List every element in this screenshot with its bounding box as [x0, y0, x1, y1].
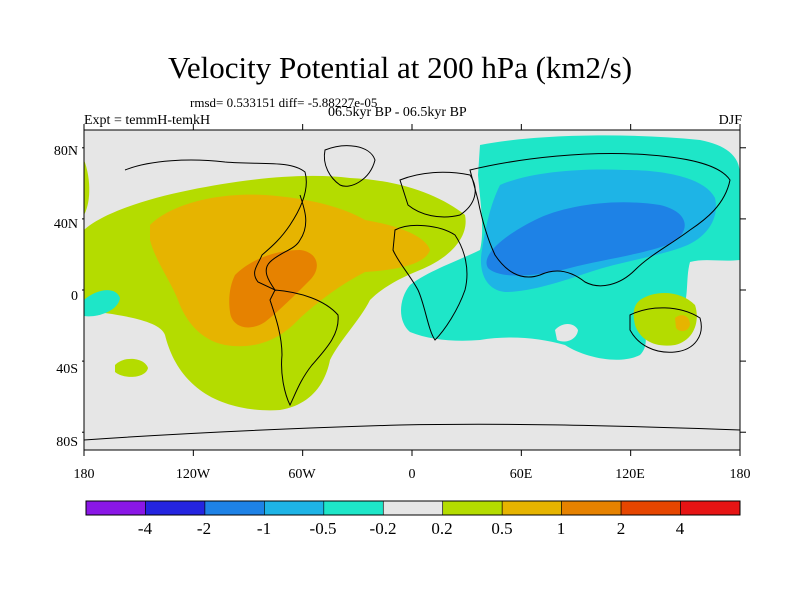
- lat-tick-label: 80N: [54, 144, 78, 159]
- axis-ticks: [82, 124, 746, 456]
- contour-positive-australia: [633, 293, 697, 346]
- coastline-greenland: [323, 145, 376, 187]
- colorbar-label: -2: [197, 519, 211, 538]
- colorbar-box: [501, 500, 562, 516]
- season-label: DJF: [718, 113, 742, 128]
- chart-title: Velocity Potential at 200 hPa (km2/s): [167, 50, 633, 85]
- colorbar-label: 2: [617, 519, 626, 538]
- lon-tick-label: 180: [730, 467, 751, 482]
- colorbar-box: [680, 500, 741, 516]
- lat-tick-label: 0: [71, 289, 78, 304]
- contour-fill-layer: [84, 135, 740, 411]
- contour-positive-0.2-w: [84, 160, 90, 215]
- stats-line: rmsd= 0.533151 diff= -5.88227e-05: [190, 95, 378, 110]
- lat-tick-label: 40S: [56, 362, 78, 377]
- colorbar-box: [323, 500, 384, 516]
- colorbar-label: 0.5: [491, 519, 512, 538]
- lon-tick-label: 120E: [615, 467, 645, 482]
- coastline-south-america: [269, 289, 339, 407]
- contour-positive-australia-core: [675, 315, 690, 332]
- colorbar-label: -4: [138, 519, 153, 538]
- lat-tick-label: 40N: [54, 217, 78, 232]
- contour-positive-0.2-small: [115, 358, 148, 377]
- colorbar-label: 0.2: [431, 519, 452, 538]
- colorbar: [85, 500, 741, 516]
- lon-tick-label: 0: [409, 467, 416, 482]
- colorbar-box: [204, 500, 265, 516]
- colorbar-box: [620, 500, 681, 516]
- colorbar-label: -0.5: [310, 519, 337, 538]
- contour-neutral-hole: [555, 324, 578, 342]
- coastline-europe: [399, 171, 476, 218]
- lon-tick-label: 120W: [176, 467, 211, 482]
- colorbar-label: -0.2: [370, 519, 397, 538]
- colorbar-frame: [85, 500, 741, 516]
- lon-tick-label: 60W: [288, 467, 316, 482]
- colorbar-label: -1: [257, 519, 271, 538]
- colorbar-label: 1: [557, 519, 566, 538]
- coastline-antarctica: [84, 423, 740, 441]
- colorbar-box: [85, 500, 146, 516]
- contour-negative-0.2-w: [84, 290, 120, 317]
- coastline-australia: [629, 307, 702, 353]
- coastline-north-america: [124, 159, 307, 292]
- coastlines: [84, 145, 740, 441]
- colorbar-label: 4: [676, 519, 685, 538]
- colorbar-box: [145, 500, 206, 516]
- period-label: 06.5kyr BP - 06.5kyr BP: [328, 105, 467, 120]
- colorbar-box: [264, 500, 325, 516]
- colorbar-box: [561, 500, 622, 516]
- coastline-africa: [392, 225, 468, 341]
- lat-tick-label: 80S: [56, 435, 78, 450]
- contour-negative-1: [486, 202, 685, 276]
- experiment-label: Expt = temmH-temkH: [84, 113, 211, 128]
- lon-tick-label: 60E: [510, 467, 533, 482]
- colorbar-box: [382, 500, 444, 516]
- colorbar-box: [442, 500, 503, 516]
- lon-tick-label: 180: [74, 467, 95, 482]
- coastline-asia: [469, 152, 731, 287]
